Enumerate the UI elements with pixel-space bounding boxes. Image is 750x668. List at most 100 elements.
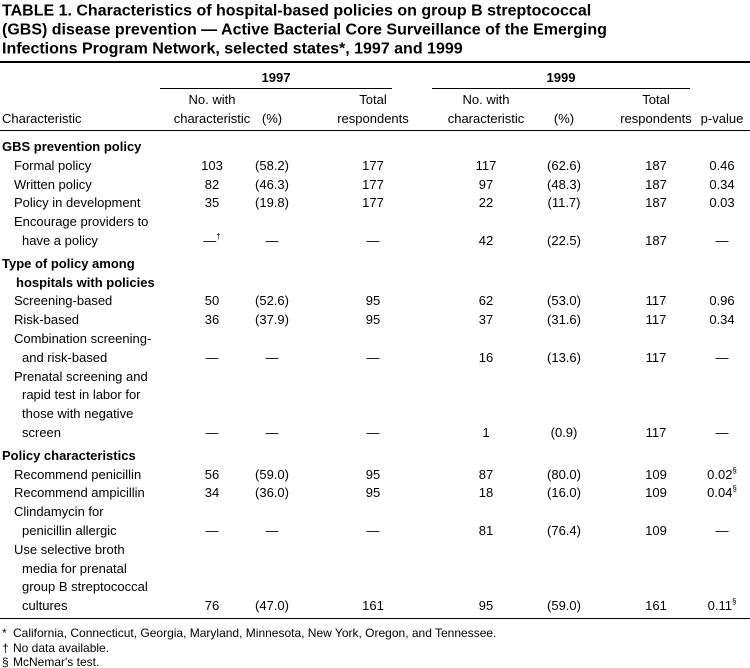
cell: 76 [204, 598, 220, 614]
cell: 95 [478, 598, 494, 614]
cell: 62 [478, 293, 494, 309]
cell: 22 [478, 195, 494, 211]
column-header: Total [359, 92, 387, 107]
cell: 0.11§ [708, 598, 737, 614]
column-header: Total [642, 92, 670, 107]
row-label: Combination screening- [14, 331, 152, 346]
cell: (59.0) [547, 598, 581, 614]
section-title: Type of policy among [2, 255, 135, 271]
cell: — [205, 349, 219, 365]
cell: — [366, 425, 380, 440]
cell: (52.6) [255, 293, 289, 309]
row-label: Prenatal screening and [14, 368, 148, 384]
cell: — [715, 233, 729, 248]
header-rule [0, 130, 750, 131]
row-label: and risk-based [22, 349, 108, 365]
cell: 0.03 [709, 195, 735, 211]
year-header: 1999 [546, 70, 576, 85]
section-title: hospitals with policies [16, 274, 155, 290]
cell: 95 [365, 466, 381, 482]
cell: 35 [204, 195, 220, 211]
cell-text: 0.11 [707, 598, 732, 614]
cell: 187 [645, 233, 667, 248]
cell: 18 [478, 485, 494, 501]
cell: 187 [645, 157, 667, 173]
cell: 37 [478, 312, 494, 328]
cell: — [715, 425, 729, 440]
row-label: media for prenatal [22, 560, 127, 576]
cell: (11.7) [547, 195, 581, 211]
row-label: those with negative [22, 406, 134, 422]
cell: (62.6) [547, 157, 581, 173]
row-label: group B streptococcal [22, 579, 148, 595]
cell: 36 [204, 312, 220, 328]
cell: (59.0) [255, 466, 289, 482]
cell: — [205, 425, 219, 440]
cell: (16.0) [547, 485, 581, 501]
footnote-mark: † [2, 640, 9, 655]
cell-note: † [216, 232, 221, 241]
cell: (36.0) [255, 485, 289, 501]
cell: 117 [645, 425, 667, 440]
cell: — [205, 523, 219, 538]
year-rule [160, 88, 392, 89]
cell: (53.0) [547, 293, 581, 309]
cell: 0.46 [709, 157, 735, 173]
cell: 117 [645, 349, 667, 365]
cell: 161 [645, 598, 667, 614]
column-header: No. with [188, 92, 236, 107]
cell: (0.9) [550, 425, 578, 440]
cell: 117 [475, 157, 497, 173]
year-header: 1997 [261, 70, 291, 85]
row-label: Encourage providers to [14, 214, 149, 230]
column-header: respondents [337, 111, 409, 126]
row-label: Risk-based [14, 312, 80, 328]
cell: 95 [365, 485, 381, 501]
footnote-text: McNemar's test. [13, 655, 100, 668]
column-header: (%) [261, 111, 283, 126]
cell: (58.2) [255, 157, 289, 173]
footnote-text: No data available. [13, 640, 110, 655]
cell: 177 [362, 195, 384, 211]
title-line: Infections Program Network, selected sta… [2, 40, 463, 58]
cell: 109 [645, 523, 667, 538]
cell: — [366, 349, 380, 365]
cell: (13.6) [547, 349, 581, 365]
cell: (47.0) [255, 598, 289, 614]
cell: 0.34 [709, 176, 735, 192]
section-title: GBS prevention policy [2, 139, 142, 154]
cell: (76.4) [547, 523, 581, 538]
cell: — [265, 349, 279, 365]
cell: 0.96 [709, 293, 735, 309]
cell-note: § [731, 597, 737, 607]
row-label: Clindamycin for [14, 504, 104, 520]
footnote-mark: § [2, 655, 9, 668]
row-label: Screening-based [14, 293, 113, 309]
cell: (80.0) [547, 466, 581, 482]
column-header: No. with [462, 92, 510, 107]
cell: (31.6) [547, 312, 581, 328]
column-header: respondents [620, 111, 692, 126]
cell: 95 [365, 293, 381, 309]
cell: — [715, 523, 729, 538]
column-header: (%) [553, 111, 575, 126]
characteristic-header: Characteristic [2, 111, 82, 126]
cell: (46.3) [255, 176, 289, 192]
cell: (37.9) [255, 312, 289, 328]
cell: —† [203, 233, 220, 249]
bottom-rule [0, 618, 750, 619]
section-title: Policy characteristics [2, 447, 136, 463]
row-label: have a policy [22, 233, 98, 248]
row-label: Formal policy [14, 157, 92, 173]
column-header: characteristic [173, 111, 251, 126]
cell: 97 [478, 176, 494, 192]
cell-text: 0.02 [707, 466, 733, 482]
cell: 103 [201, 157, 223, 173]
cell: 81 [478, 523, 494, 538]
cell-text: 0.04 [707, 485, 733, 501]
cell: (22.5) [547, 233, 581, 248]
cell: 177 [362, 157, 384, 173]
cell: 34 [204, 485, 220, 501]
cell: 177 [362, 176, 384, 192]
